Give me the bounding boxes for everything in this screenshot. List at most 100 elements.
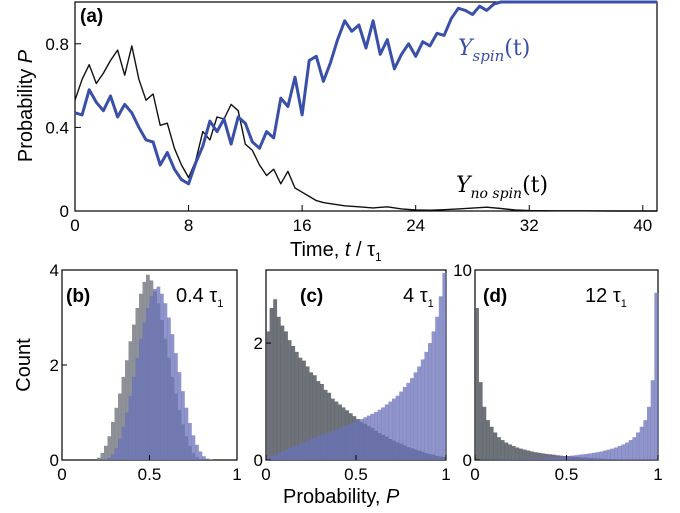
histogram-bar xyxy=(114,448,119,461)
histogram-bar xyxy=(526,450,531,460)
histogram-bar xyxy=(606,449,611,460)
histogram-bar xyxy=(352,422,357,460)
histogram-bar xyxy=(628,440,633,460)
histogram-bar xyxy=(417,366,422,460)
histogram-bar xyxy=(584,453,589,460)
histogram-bar xyxy=(118,393,122,460)
histogram-bar xyxy=(298,443,303,460)
histogram-bar xyxy=(100,452,105,461)
histogram-bar xyxy=(294,445,299,460)
histogram-bar xyxy=(139,338,143,461)
histogram-bar xyxy=(104,459,108,460)
histogram-bar xyxy=(284,450,288,460)
panel-a-xlabel: Time, t / τ1 xyxy=(290,239,382,264)
histogram-bar xyxy=(181,391,185,461)
histogram-bar xyxy=(312,375,317,460)
series-nospin-label-main: Y xyxy=(456,173,473,198)
panel-c-time-label: 4 τ1 xyxy=(403,285,434,310)
histogram-bar xyxy=(614,447,619,460)
panel-c-time-sub: 1 xyxy=(428,298,434,310)
histogram-bar xyxy=(424,351,429,460)
y-tick-label: 4 xyxy=(50,261,59,280)
histogram-bar xyxy=(273,299,278,460)
histogram-bar xyxy=(410,378,414,460)
histogram-bar xyxy=(323,433,328,460)
histogram-bar xyxy=(540,453,545,460)
histogram-bar xyxy=(399,391,404,460)
panel-b-time-sub: 1 xyxy=(217,298,223,310)
panel-a-xlabel-tau: τ xyxy=(367,239,375,261)
histogram-bar xyxy=(294,351,299,460)
shared-xlabel-main: Probability, xyxy=(283,486,386,508)
panel-a-ylabel-main: Probability xyxy=(15,63,37,162)
panel-d-time-num: 12 xyxy=(585,285,613,307)
histogram-bar xyxy=(395,395,400,460)
y-tick-label: 0 xyxy=(60,202,69,221)
histogram-bar xyxy=(537,458,542,460)
histogram-bar xyxy=(302,442,306,460)
histogram-bar xyxy=(384,404,389,460)
histogram-bar xyxy=(276,316,281,460)
x-tick-label: 1 xyxy=(232,465,241,484)
histogram-bar xyxy=(647,406,651,460)
histogram-bar xyxy=(485,420,490,460)
panel-a-xlabel-sub: 1 xyxy=(375,250,382,264)
panel-a-xlabel-t: t xyxy=(345,239,352,261)
histogram-bar xyxy=(316,436,321,460)
panel-c-bars xyxy=(266,272,447,460)
y-tick-label: 2 xyxy=(254,334,263,353)
histogram-bar xyxy=(125,412,129,460)
histogram-bar xyxy=(526,458,531,460)
histogram-bar xyxy=(475,308,479,460)
panel-a-ylabel: Probability P xyxy=(15,49,37,162)
histogram-bar xyxy=(559,456,564,460)
y-tick-label: 0 xyxy=(50,451,59,470)
histogram-bar xyxy=(320,434,324,460)
histogram-bar xyxy=(599,451,604,460)
histogram-bar xyxy=(280,451,285,460)
panel-c-time-tau: τ xyxy=(420,285,428,307)
histogram-bar xyxy=(327,392,332,460)
histogram-bar xyxy=(610,448,615,460)
histogram-bar xyxy=(370,413,375,460)
panel-a-ticks: 0 8 16 24 32 40 0 0.4 0.8 xyxy=(45,35,652,235)
histogram-bar xyxy=(334,429,339,460)
histogram-bar xyxy=(305,440,310,460)
histogram-bar xyxy=(338,427,342,460)
x-tick-label: 0 xyxy=(261,465,270,484)
histogram-bar xyxy=(581,454,586,460)
histogram-bar xyxy=(111,454,115,460)
panel-c-label: (c) xyxy=(300,286,323,307)
histogram-bar xyxy=(431,331,436,460)
histogram-bar xyxy=(540,458,545,460)
histogram-bar xyxy=(128,395,133,461)
histogram-bar xyxy=(280,325,285,460)
histogram-bar xyxy=(639,426,644,460)
histogram-bar xyxy=(125,360,129,460)
histogram-bar xyxy=(478,382,483,460)
histogram-bar xyxy=(577,454,582,460)
histogram-bar xyxy=(654,292,659,460)
histogram-bar xyxy=(345,424,350,460)
histogram-bar xyxy=(312,437,317,460)
histogram-bar xyxy=(160,293,164,460)
panel-b-bars xyxy=(97,274,213,461)
x-tick-label: 16 xyxy=(293,216,312,235)
histogram-bar xyxy=(191,435,196,460)
x-tick-label: 0.5 xyxy=(138,465,162,484)
histogram-bar xyxy=(544,453,549,460)
series-nospin-label: Yno spin(t) xyxy=(456,173,548,202)
histogram-bar xyxy=(529,458,534,460)
histogram-bar xyxy=(570,455,575,460)
histogram-bar xyxy=(302,360,306,460)
histogram-bar xyxy=(363,417,368,460)
histogram-bar xyxy=(548,454,553,460)
histogram-bar xyxy=(529,451,534,460)
histogram-bar xyxy=(504,442,509,460)
panel-d-time-sub: 1 xyxy=(621,298,627,310)
histogram-bar xyxy=(174,353,178,461)
histogram-bar xyxy=(121,376,126,461)
histogram-bar xyxy=(316,381,321,460)
